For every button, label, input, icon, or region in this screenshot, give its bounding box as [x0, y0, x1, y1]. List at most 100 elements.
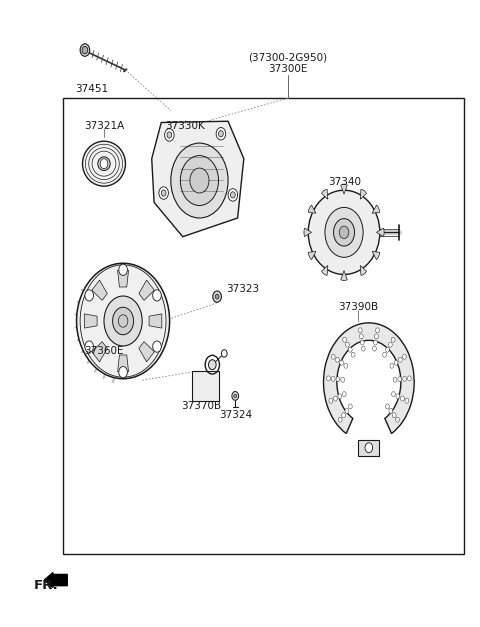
Circle shape — [213, 291, 221, 302]
Circle shape — [119, 367, 127, 378]
Circle shape — [100, 159, 108, 169]
FancyBboxPatch shape — [192, 371, 218, 401]
Circle shape — [385, 347, 389, 352]
Circle shape — [80, 44, 90, 56]
Circle shape — [171, 143, 228, 218]
Circle shape — [338, 394, 342, 399]
Polygon shape — [118, 270, 129, 287]
Wedge shape — [341, 271, 347, 280]
Polygon shape — [118, 355, 129, 372]
Circle shape — [344, 363, 348, 368]
Circle shape — [153, 290, 161, 301]
Ellipse shape — [83, 141, 125, 186]
Circle shape — [342, 413, 346, 418]
Circle shape — [165, 129, 174, 141]
Circle shape — [339, 226, 349, 239]
Circle shape — [334, 219, 355, 246]
Polygon shape — [139, 342, 155, 362]
Wedge shape — [360, 189, 367, 199]
Circle shape — [343, 337, 347, 342]
Circle shape — [190, 168, 209, 193]
Polygon shape — [92, 280, 108, 300]
Circle shape — [360, 334, 363, 339]
Wedge shape — [308, 251, 316, 260]
Circle shape — [408, 376, 411, 381]
Circle shape — [85, 341, 94, 352]
Wedge shape — [324, 323, 414, 433]
Circle shape — [230, 192, 235, 198]
Circle shape — [391, 337, 395, 342]
Circle shape — [385, 404, 389, 409]
Circle shape — [118, 315, 128, 327]
Circle shape — [232, 391, 239, 400]
Circle shape — [360, 340, 364, 345]
Circle shape — [153, 341, 161, 352]
Circle shape — [398, 377, 402, 382]
Circle shape — [331, 354, 335, 359]
Wedge shape — [372, 205, 380, 213]
Circle shape — [104, 296, 142, 346]
Circle shape — [167, 132, 172, 138]
Ellipse shape — [76, 263, 169, 379]
Polygon shape — [139, 280, 155, 300]
Circle shape — [338, 417, 342, 422]
Circle shape — [374, 334, 378, 339]
Circle shape — [398, 357, 402, 362]
Polygon shape — [149, 314, 162, 328]
Circle shape — [345, 408, 349, 413]
Circle shape — [365, 443, 372, 453]
Circle shape — [159, 187, 168, 199]
Text: 37360E: 37360E — [84, 346, 124, 356]
Circle shape — [348, 404, 352, 409]
Circle shape — [394, 361, 398, 365]
Circle shape — [180, 155, 218, 206]
Circle shape — [161, 190, 166, 196]
Circle shape — [390, 363, 394, 368]
Circle shape — [388, 342, 392, 347]
Circle shape — [403, 376, 407, 381]
Text: 37324: 37324 — [219, 409, 252, 419]
FancyBboxPatch shape — [359, 440, 379, 456]
Text: 37390B: 37390B — [338, 302, 378, 312]
Wedge shape — [304, 228, 312, 236]
Circle shape — [361, 346, 365, 351]
Circle shape — [346, 342, 349, 347]
Circle shape — [396, 394, 400, 399]
Polygon shape — [152, 121, 244, 237]
Circle shape — [334, 396, 337, 401]
Circle shape — [82, 46, 88, 54]
Circle shape — [340, 361, 344, 365]
Circle shape — [403, 354, 407, 359]
Circle shape — [228, 189, 238, 201]
Wedge shape — [308, 205, 316, 213]
Wedge shape — [376, 228, 384, 236]
Circle shape — [341, 377, 345, 382]
Circle shape — [372, 346, 376, 351]
Circle shape — [119, 264, 127, 275]
Circle shape — [326, 376, 330, 381]
Circle shape — [392, 392, 396, 397]
Circle shape — [389, 408, 393, 413]
Circle shape — [348, 347, 352, 352]
Circle shape — [85, 290, 94, 301]
Circle shape — [325, 208, 363, 257]
Circle shape — [405, 398, 409, 403]
Text: (37300-2G950): (37300-2G950) — [248, 53, 327, 63]
Wedge shape — [372, 251, 380, 260]
Text: 37300E: 37300E — [268, 64, 307, 74]
Wedge shape — [322, 265, 328, 275]
Circle shape — [329, 398, 333, 403]
Wedge shape — [341, 184, 347, 194]
Bar — [63, 98, 464, 554]
Circle shape — [375, 328, 379, 333]
Circle shape — [396, 417, 399, 422]
Circle shape — [373, 340, 377, 345]
Circle shape — [216, 127, 226, 140]
Text: FR.: FR. — [34, 579, 59, 591]
Circle shape — [392, 413, 396, 418]
Polygon shape — [92, 342, 108, 362]
Circle shape — [234, 394, 237, 398]
Circle shape — [336, 377, 340, 382]
Circle shape — [400, 396, 404, 401]
Circle shape — [342, 392, 346, 397]
